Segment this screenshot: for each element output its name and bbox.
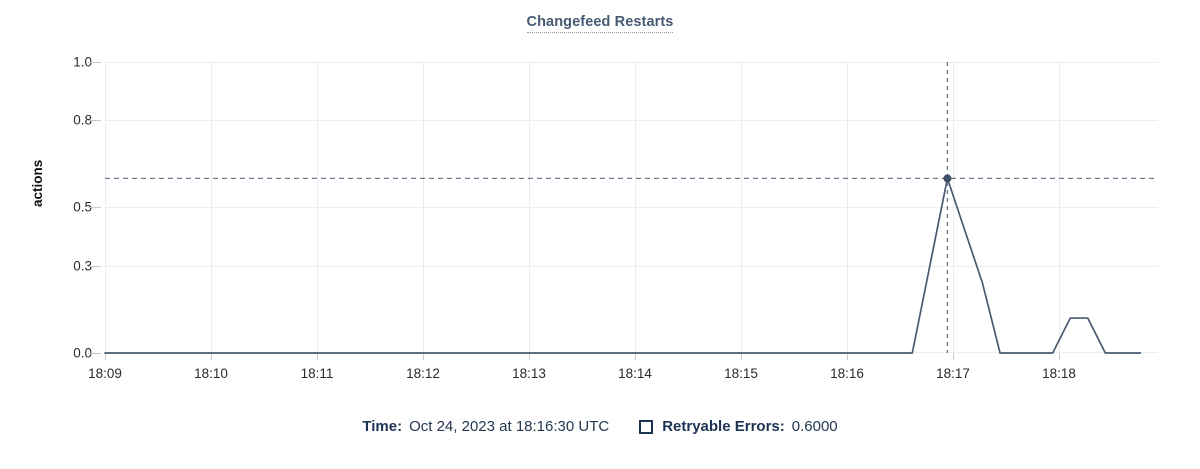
x-axis-tick-mark — [211, 353, 212, 360]
gridline-vertical — [423, 62, 424, 353]
gridline-vertical — [953, 62, 954, 353]
gridline-vertical — [211, 62, 212, 353]
footer-time-group: Time: Oct 24, 2023 at 18:16:30 UTC — [362, 418, 609, 435]
x-axis-tick-mark — [529, 353, 530, 360]
legend-item-retryable-errors[interactable]: Retryable Errors: 0.6000 — [639, 418, 838, 435]
x-axis-tick-mark — [741, 353, 742, 360]
x-axis-tick-label: 18:09 — [88, 366, 122, 381]
gridline-horizontal — [105, 120, 1158, 121]
y-axis-tick-label: 0.0 — [73, 345, 92, 361]
x-axis-tick-mark — [1059, 353, 1060, 360]
gridline-vertical — [847, 62, 848, 353]
legend-label: Retryable Errors: — [662, 418, 785, 435]
x-axis-tick-label: 18:10 — [194, 366, 228, 381]
y-axis-tick-label: 1.0 — [73, 54, 92, 70]
x-axis-tick-label: 18:17 — [936, 366, 970, 381]
chart-footer: Time: Oct 24, 2023 at 18:16:30 UTC Retry… — [0, 418, 1200, 435]
gridline-vertical — [1059, 62, 1060, 353]
x-axis-tick-mark — [423, 353, 424, 360]
y-axis-tick-mark — [88, 266, 101, 267]
y-axis-tick-mark — [88, 120, 101, 121]
gridline-horizontal — [105, 207, 1158, 208]
x-axis-tick-mark — [953, 353, 954, 360]
legend-swatch-icon[interactable] — [639, 419, 654, 434]
gridline-vertical — [105, 62, 106, 353]
x-axis-tick-mark — [847, 353, 848, 360]
gridline-vertical — [529, 62, 530, 353]
x-axis-tick-label: 18:12 — [406, 366, 440, 381]
y-axis-tick-mark — [88, 62, 101, 63]
gridline-vertical — [635, 62, 636, 353]
highlighted-data-point[interactable] — [943, 174, 952, 183]
y-axis-tick-label: 0.8 — [73, 112, 92, 128]
x-axis-tick-mark — [635, 353, 636, 360]
legend-value: 0.6000 — [791, 418, 838, 435]
x-axis-tick-label: 18:18 — [1042, 366, 1076, 381]
y-axis-tick-mark — [88, 353, 101, 354]
series-line-retryable-errors — [104, 177, 1142, 354]
y-axis-tick-mark — [88, 207, 101, 208]
x-axis-tick-label: 18:11 — [300, 366, 334, 381]
gridline-horizontal — [105, 62, 1158, 63]
time-label: Time: — [362, 418, 403, 435]
y-axis-tick-label: 0.5 — [73, 199, 92, 215]
gridline-horizontal — [105, 266, 1158, 267]
x-axis-tick-label: 18:13 — [512, 366, 546, 381]
chart-data-layer[interactable] — [0, 0, 1200, 400]
gridline-vertical — [741, 62, 742, 353]
chart-plot-wrapper: actions 1.0 0.8 0.5 0.3 0.0 18:09 18:10 … — [0, 0, 1200, 400]
y-axis-tick-label: 0.3 — [73, 258, 92, 274]
chart-title-text: Changefeed Restarts — [526, 14, 674, 33]
gridline-vertical — [317, 62, 318, 353]
x-axis-tick-label: 18:15 — [724, 366, 758, 381]
x-axis-tick-label: 18:16 — [830, 366, 864, 381]
x-axis-tick-label: 18:14 — [618, 366, 652, 381]
page-title: Changefeed Restarts — [0, 14, 1200, 33]
x-axis-tick-mark — [105, 353, 106, 360]
time-value: Oct 24, 2023 at 18:16:30 UTC — [409, 418, 610, 435]
x-axis-tick-mark — [317, 353, 318, 360]
